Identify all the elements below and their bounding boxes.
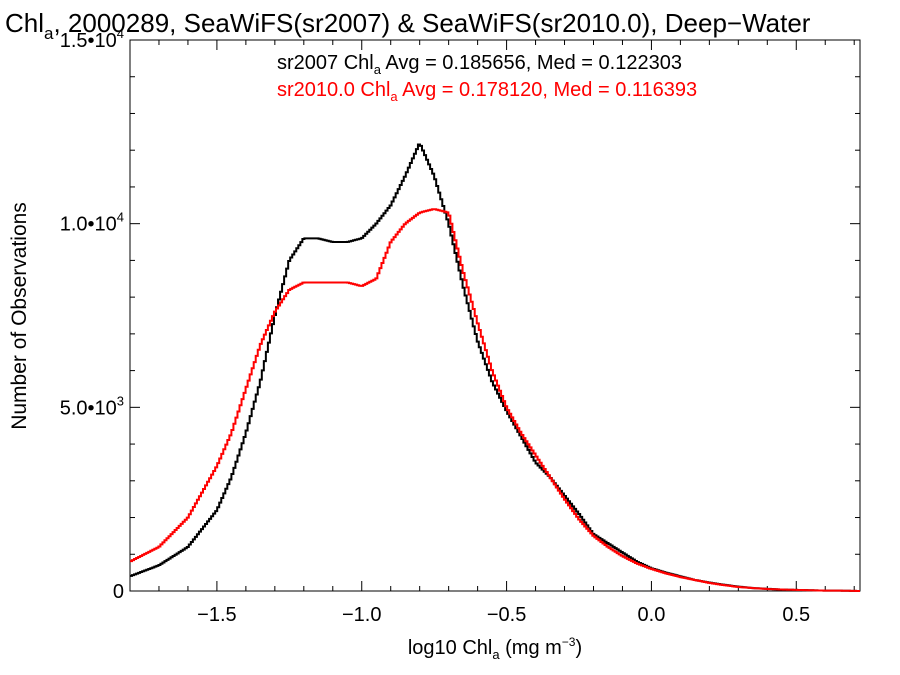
chart-title-suffix: , 2000289, SeaWiFS(sr2007) & SeaWiFS(sr2…: [53, 8, 810, 38]
x-tick-label: −1.5: [197, 604, 236, 626]
y-tick-mantissa: 5.0•10: [60, 397, 117, 419]
x-tick-label: −1.0: [342, 604, 381, 626]
x-axis-label: log10 Chla (mg m−3): [408, 635, 582, 662]
series-lines: [130, 143, 860, 592]
plot-frame: [129, 39, 861, 592]
y-tick-label: 1.5•104: [60, 26, 124, 52]
y-tick-exponent: 3: [117, 393, 124, 408]
x-tick-label: 0.5: [782, 604, 810, 626]
chart-title-prefix: Chl: [5, 8, 44, 38]
legend-entry-sr2010-subscript: a: [390, 89, 398, 104]
legend-entry-sr2010-suffix: Avg = 0.178120, Med = 0.116393: [398, 79, 698, 101]
y-tick-label: 5.0•103: [60, 393, 124, 419]
x-axis-label-suffix: ): [575, 637, 582, 659]
x-axis-label-superscript: −3: [562, 635, 576, 649]
chart-title-subscript: a: [44, 24, 54, 43]
y-tick-mantissa: 0: [113, 581, 124, 603]
y-tick-label: 0: [113, 581, 124, 603]
y-tick-mantissa: 1.0•10: [60, 214, 117, 236]
legend-entry-sr2010: sr2010.0 Chla Avg = 0.178120, Med = 0.11…: [277, 79, 697, 104]
x-axis-label-prefix: log10 Chl: [408, 637, 493, 659]
y-axis-label: Number of Observations: [8, 202, 31, 430]
chart-title: Chla, 2000289, SeaWiFS(sr2007) & SeaWiFS…: [5, 8, 811, 43]
x-axis-label-mid: (mg m: [500, 637, 562, 659]
y-tick-label: 1.0•104: [60, 210, 124, 236]
x-axis-label-subscript: a: [492, 647, 500, 662]
legend-entry-sr2007-subscript: a: [374, 62, 382, 77]
y-tick-exponent: 4: [117, 26, 124, 41]
legend-entry-sr2010-prefix: sr2010.0 Chl: [277, 79, 390, 101]
series-line-sr2010-0: [130, 208, 860, 592]
series-line-sr2007: [130, 143, 860, 592]
legend-entry-sr2007-suffix: Avg = 0.185656, Med = 0.122303: [381, 52, 682, 74]
legend-entry-sr2007: sr2007 Chla Avg = 0.185656, Med = 0.1223…: [277, 52, 682, 77]
x-tick-labels: −1.5 −1.0 −0.5 0.0 0.5: [197, 604, 810, 626]
y-tick-exponent: 4: [117, 210, 124, 225]
x-tick-label: 0.0: [638, 604, 666, 626]
x-tick-label: −0.5: [487, 604, 526, 626]
y-tick-mantissa: 1.5•10: [60, 30, 117, 52]
legend-entry-sr2007-prefix: sr2007 Chl: [277, 52, 374, 74]
axis-ticks: [129, 39, 860, 592]
